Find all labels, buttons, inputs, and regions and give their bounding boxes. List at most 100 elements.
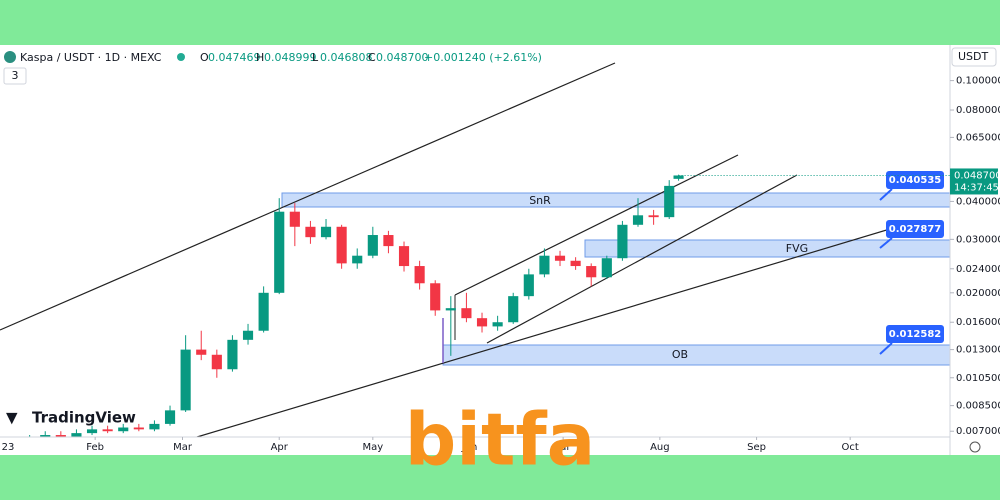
candle-body: [461, 308, 472, 319]
candle-body: [86, 429, 98, 434]
candle-body: [476, 318, 488, 327]
y-tick-label: 0.030000: [956, 234, 1000, 245]
zone-label: SnR: [529, 194, 551, 207]
candle-body: [383, 235, 394, 247]
y-tick-label: 0.024000: [956, 264, 1000, 275]
candle-body: [508, 296, 519, 323]
bottom-band: [0, 455, 1000, 500]
price-callout-label: 0.027877: [889, 224, 942, 235]
ohlc-value: 0.048700: [376, 51, 429, 64]
candle-body: [523, 274, 534, 297]
y-tick-label: 0.080000: [956, 105, 1000, 116]
last-price-tag: [950, 168, 998, 195]
y-tick-label: 0.100000: [956, 76, 1000, 87]
zone-label: OB: [672, 348, 688, 361]
callout-stem: [879, 342, 893, 355]
logo-mark: ▼: [6, 409, 18, 427]
candle-body: [164, 410, 176, 424]
candle-body: [664, 185, 675, 218]
candle-body: [180, 349, 191, 411]
candle-body: [336, 226, 347, 264]
candle-body: [554, 255, 566, 261]
fvg-zone: [584, 239, 950, 258]
price-callout: [886, 171, 944, 189]
candle-body: [133, 427, 144, 430]
axes: 0.100000 0.080000 0.065000 0.040000 0.030000…: [2, 76, 1000, 453]
indicator-count[interactable]: 3: [12, 69, 19, 82]
trend-line: [0, 62, 616, 331]
x-tick-label: Sep: [747, 442, 766, 453]
currency-select[interactable]: [951, 47, 997, 67]
candle-body: [242, 330, 254, 340]
trend-line: [196, 228, 891, 437]
candle-body: [492, 322, 503, 327]
coin-logo: [4, 51, 16, 63]
ob-zone: [442, 344, 950, 366]
ohlc-key: O: [200, 51, 209, 64]
ohlc-key: L: [312, 51, 319, 64]
candle-body: [430, 283, 441, 311]
candles: [29, 174, 684, 437]
candle-body: [398, 246, 410, 267]
ohlc-value: 0.048999: [264, 51, 317, 64]
price-callout: [886, 325, 944, 343]
y-tick-label: 0.008500: [956, 401, 1000, 412]
candle-body: [601, 258, 612, 278]
ohlc-value: 0.047469: [208, 51, 261, 64]
y-tick-label: 0.010500: [956, 373, 1000, 384]
candle-body: [320, 226, 332, 238]
candle-body: [632, 215, 644, 225]
currency[interactable]: USDT: [958, 50, 989, 63]
y-tick-label: 0.065000: [956, 132, 1000, 143]
candle-body: [673, 175, 684, 179]
top-band: [0, 0, 1000, 45]
price-callout-label: 0.012582: [889, 329, 942, 340]
y-tick-label: 0.016000: [956, 317, 1000, 328]
logo-text: TradingView: [32, 409, 136, 427]
candle-body: [367, 235, 378, 256]
x-tick-label: 23: [2, 442, 15, 453]
candle-body: [40, 435, 51, 437]
x-tick-label: Jul: [556, 442, 569, 453]
y-tick-label: 0.007000: [956, 426, 1000, 437]
status-dot: [177, 53, 185, 61]
x-tick-label: Oct: [842, 442, 859, 453]
candle-body: [118, 427, 129, 432]
x-tick-label: May: [362, 442, 383, 453]
countdown: 14:37:45: [954, 182, 999, 193]
y-tick-label: 0.020000: [956, 288, 1000, 299]
candle-body: [274, 211, 285, 293]
x-tick-label: Mar: [173, 442, 193, 453]
settings-icon[interactable]: [969, 441, 981, 453]
tradingview-logo: ▼ TradingView: [6, 409, 136, 427]
last-price-label: 0.048700: [954, 170, 1000, 181]
candle-body: [71, 433, 82, 437]
callout-stem: [879, 237, 893, 249]
candle-body: [102, 429, 113, 432]
y-tick-label: 0.040000: [956, 196, 1000, 207]
channel-line: [454, 154, 739, 296]
ohlc-change: +0.001240 (+2.61%): [424, 51, 542, 64]
candle-body: [55, 435, 66, 437]
watermark: bitfa: [405, 398, 596, 482]
zone-label: FVG: [786, 242, 808, 255]
candle-body: [305, 226, 316, 238]
symbol-title: Kaspa / USDT · 1D · MEXC: [20, 51, 162, 64]
x-tick-label: Aug: [650, 442, 670, 453]
x-tick-label: Jun: [461, 442, 478, 453]
indicator-toggle[interactable]: [3, 67, 27, 85]
candle-body: [289, 211, 300, 227]
candle-body: [586, 266, 597, 278]
candle-body: [352, 255, 363, 264]
plot-area: [0, 62, 950, 437]
callout-stem: [879, 188, 893, 201]
x-tick-label: Feb: [86, 442, 104, 453]
annotations: SnR 0.040535 FVG 0.027877 OB 0.012582: [529, 171, 944, 361]
snr-zone: [281, 192, 950, 208]
candle-body: [211, 354, 222, 370]
candle-body: [414, 266, 425, 284]
candle-body: [149, 423, 160, 430]
